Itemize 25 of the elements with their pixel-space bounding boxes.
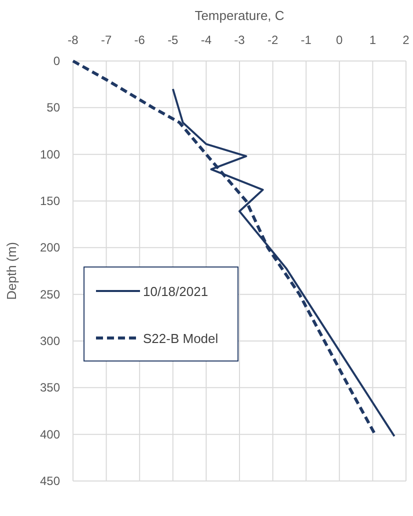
x-tick-label: -5	[168, 33, 179, 47]
x-tick-label: -2	[267, 33, 278, 47]
y-tick-label: 450	[40, 474, 60, 488]
legend-label: 10/18/2021	[143, 284, 208, 299]
y-tick-label: 200	[40, 240, 60, 255]
y-tick-label: 350	[40, 380, 60, 395]
y-tick-label: 400	[40, 427, 60, 442]
y-tick-label: 50	[46, 100, 60, 115]
x-tick-label: -3	[234, 33, 246, 47]
y-tick-label: 150	[40, 194, 60, 208]
y-axis-title: Depth (m)	[4, 242, 19, 300]
x-axis-title: Temperature, C	[194, 8, 284, 23]
x-tick-label: -1	[300, 33, 312, 47]
x-tick-label: -7	[100, 33, 112, 47]
x-tick-label: 1	[369, 33, 376, 47]
x-tick-label: -4	[200, 33, 212, 47]
y-tick-label: 250	[40, 287, 60, 302]
x-tick-label: -8	[68, 33, 79, 47]
x-tick-label: 0	[336, 33, 344, 47]
x-tick-label: 2	[402, 33, 410, 47]
legend-label: S22-B Model	[143, 331, 218, 346]
x-tick-label: -6	[134, 33, 146, 47]
y-tick-label: 0	[53, 54, 60, 68]
y-tick-label: 300	[40, 334, 60, 348]
y-tick-label: 100	[40, 147, 60, 162]
